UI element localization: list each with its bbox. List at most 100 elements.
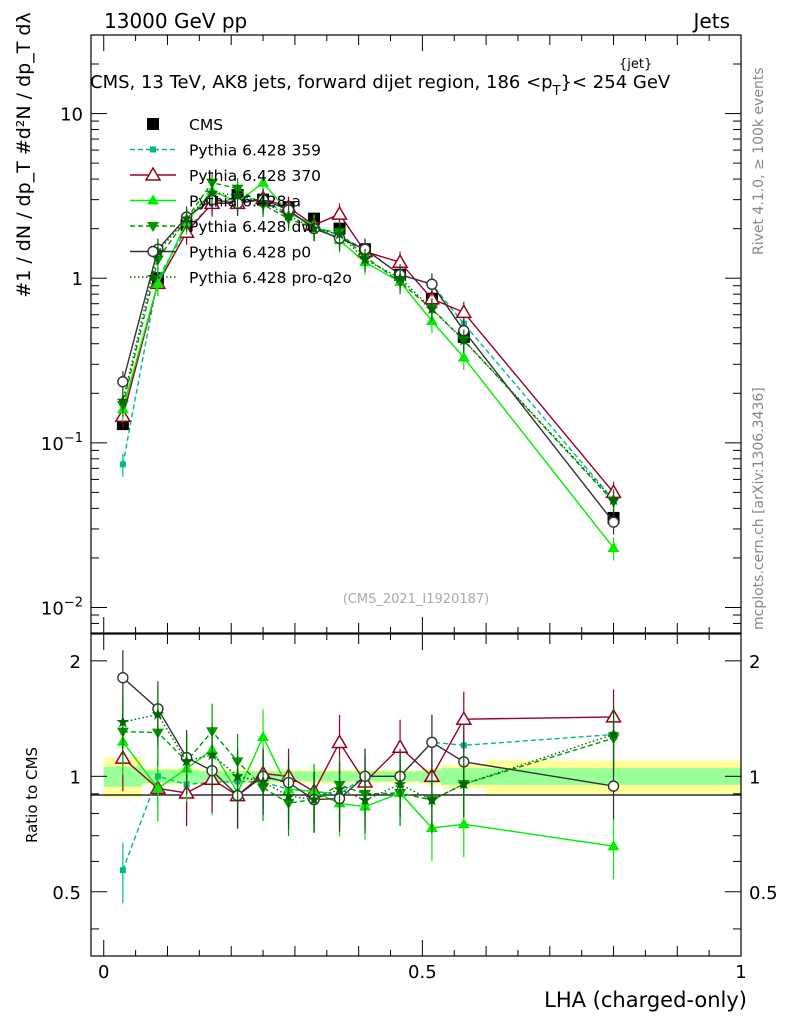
x-tick-label: 0.5	[408, 962, 437, 983]
plot-title: CMS, 13 TeV, AK8 jets, forward dijet reg…	[90, 72, 671, 99]
ratio-point	[333, 782, 346, 795]
legend-label: Pythia 6.428 dw	[189, 218, 314, 236]
legend-label: Pythia 6.428 359	[189, 142, 321, 160]
main-plot-frame	[90, 34, 742, 634]
legend: CMS Pythia 6.428 359 Pythia 6.428 370 Pythi…	[130, 116, 352, 287]
ratio-y-tick-label-right: 2	[749, 652, 760, 673]
legend-label: Pythia 6.428 a	[189, 193, 301, 211]
x-tick-label: 0	[98, 962, 109, 983]
header-right: Jets	[692, 9, 730, 33]
legend-label: CMS	[189, 116, 223, 134]
x-axis-label: LHA (charged-only)	[544, 988, 747, 1012]
ratio-y-tick-label: 0.5	[52, 883, 81, 904]
ratio-point	[331, 734, 348, 749]
ratio-point	[307, 793, 321, 805]
legend-label: Pythia 6.428 pro-q2o	[189, 269, 352, 287]
ratio-panel: 0.5 0.5 1 1 2 2 0 0.5 1	[52, 633, 778, 983]
ratio-y-tick-label-right: 1	[749, 767, 760, 788]
ratio-ticks: 0.5 0.5 1 1 2 2 0 0.5 1	[52, 634, 778, 983]
ratio-line	[122, 716, 614, 797]
main-data	[114, 172, 622, 561]
ratio-point	[257, 730, 270, 741]
data-point	[607, 541, 620, 552]
ratio-y-tick-label: 1	[70, 767, 81, 788]
ratio-point	[256, 775, 270, 788]
ratio-data	[114, 650, 622, 904]
ratio-point	[180, 754, 193, 767]
data-point	[151, 277, 164, 288]
data-point	[607, 493, 620, 506]
ratio-point	[358, 793, 372, 806]
watermark: (CMS_2021_I1920187)	[343, 592, 490, 607]
ratio-line	[122, 733, 614, 871]
series-0	[116, 189, 620, 524]
ratio-point	[119, 867, 126, 874]
data-point	[231, 188, 244, 201]
ratio-series-6	[116, 686, 620, 834]
plot-title-suffix: }< 254 GeV	[561, 72, 671, 93]
ratio-point	[425, 793, 439, 806]
legend-label: Pythia 6.428 p0	[189, 244, 311, 262]
series-6	[116, 182, 620, 513]
series-line	[122, 181, 615, 549]
data-point	[393, 271, 407, 284]
plot-title-sup: {jet}	[619, 57, 652, 72]
legend-marker	[147, 118, 159, 130]
plot-title-prefix: CMS, 13 TeV, AK8 jets, forward dijet reg…	[90, 72, 553, 93]
legend-marker	[150, 146, 156, 153]
data-point	[333, 227, 346, 240]
data-point	[358, 252, 372, 265]
data-point	[257, 176, 270, 187]
ratio-plot-frame	[90, 633, 742, 957]
data-point	[119, 461, 126, 468]
main-y-tick-label: 10	[60, 105, 83, 126]
x-tick-label: 1	[735, 962, 746, 983]
data-point	[117, 376, 129, 388]
data-point	[455, 303, 473, 319]
data-point	[331, 205, 348, 220]
series-5	[117, 189, 620, 535]
ratio-y-tick-label-right: 0.5	[749, 883, 778, 904]
ratio-point	[457, 777, 470, 790]
ratio-point	[282, 789, 295, 802]
ratio-point	[116, 715, 129, 728]
ratio-point	[457, 818, 470, 829]
main-y-axis-label: #1 / dN / dp_T #d²N / dp_T dλ	[13, 12, 35, 297]
ratio-point	[455, 710, 473, 725]
data-point	[307, 222, 321, 234]
data-point	[116, 394, 129, 407]
header-left: 13000 GeV pp	[104, 9, 247, 33]
ratio-point	[151, 707, 165, 720]
ratio-y-axis-label: Ratio to CMS	[23, 747, 41, 843]
ratio-point	[607, 728, 620, 740]
data-point	[457, 333, 470, 346]
ratio-point	[205, 748, 219, 760]
data-point	[180, 212, 193, 224]
series-line	[122, 197, 615, 493]
ratio-y-tick-label: 2	[70, 652, 81, 673]
data-point	[426, 278, 438, 290]
ratio-point	[393, 777, 407, 790]
ratio-point	[426, 736, 438, 748]
main-panel: 10−2 10−1 1 10 CMS, 13 TeV, AK8 jets, forwa…	[41, 34, 742, 634]
legend-marker	[144, 166, 162, 181]
main-y-tick-label: 10−2	[41, 595, 83, 619]
main-y-tick-label: 10−1	[41, 431, 83, 455]
legend-marker	[146, 270, 160, 283]
main-y-tick-label: 1	[72, 269, 83, 290]
data-point	[256, 195, 270, 208]
side-text-top: Rivet 4.1.0, ≥ 100k events	[751, 67, 767, 255]
series-line	[122, 192, 615, 501]
main-ticks: 10−2 10−1 1 10	[41, 34, 742, 634]
plot-title-sub: T	[552, 84, 561, 99]
ratio-point	[231, 769, 244, 782]
legend-marker	[147, 222, 159, 232]
side-text-bottom: mcplots.cern.ch [arXiv:1306.3436]	[751, 387, 767, 630]
ratio-point	[151, 782, 164, 793]
ratio-point	[607, 780, 620, 792]
data-point	[205, 186, 219, 199]
legend-label: Pythia 6.428 370	[189, 167, 321, 185]
main-y-axis-label-text: #1 / dN / dp_T #d²N / dp_T dλ	[13, 12, 35, 297]
data-point	[457, 351, 470, 362]
